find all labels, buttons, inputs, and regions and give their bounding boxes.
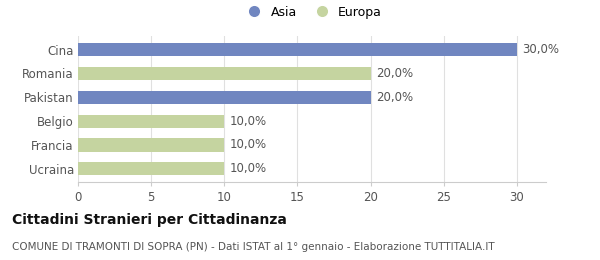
Text: 30,0%: 30,0% [523,43,560,56]
Legend: Asia, Europa: Asia, Europa [242,5,382,18]
Text: 20,0%: 20,0% [376,91,413,104]
Bar [78,91,371,104]
Text: 10,0%: 10,0% [230,162,267,175]
Bar [78,115,224,128]
Text: COMUNE DI TRAMONTI DI SOPRA (PN) - Dati ISTAT al 1° gennaio - Elaborazione TUTTI: COMUNE DI TRAMONTI DI SOPRA (PN) - Dati … [12,242,494,252]
Bar [78,138,224,152]
Bar [78,162,224,176]
Text: 20,0%: 20,0% [376,67,413,80]
Bar [78,67,371,80]
Text: 10,0%: 10,0% [230,139,267,152]
Text: Cittadini Stranieri per Cittadinanza: Cittadini Stranieri per Cittadinanza [12,213,287,227]
Text: 10,0%: 10,0% [230,115,267,128]
Bar [78,43,517,56]
